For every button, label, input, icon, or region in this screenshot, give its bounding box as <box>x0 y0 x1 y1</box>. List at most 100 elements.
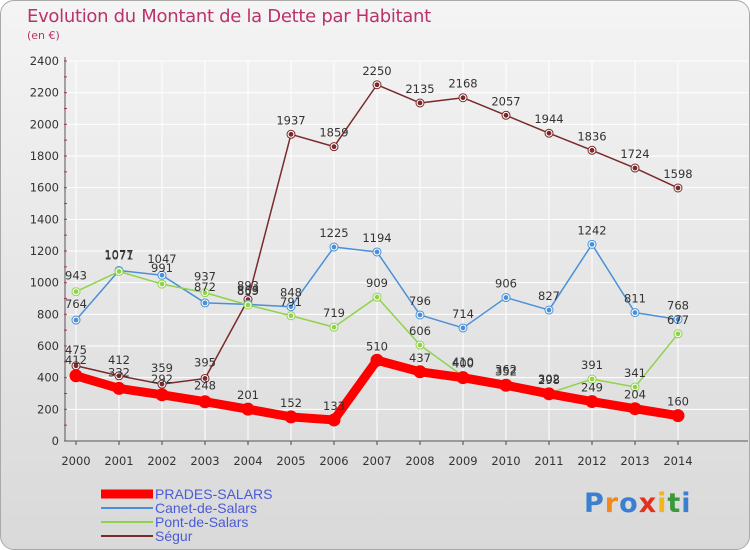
data-point-fill <box>546 307 552 313</box>
data-label: 893 <box>237 279 259 293</box>
x-tick-label: 2011 <box>534 454 563 468</box>
y-tick-label: 1200 <box>30 244 59 258</box>
data-label: 714 <box>452 307 474 321</box>
data-point-fill <box>331 324 337 330</box>
legend-item-segur: Ségur <box>101 529 401 543</box>
data-label: 677 <box>667 313 689 327</box>
data-label: 298 <box>538 373 560 387</box>
x-tick-label: 2006 <box>319 454 348 468</box>
data-point-fill <box>589 147 595 153</box>
data-point-fill <box>331 244 337 250</box>
data-label: 827 <box>538 289 560 303</box>
data-point <box>198 395 212 409</box>
data-label: 2250 <box>362 64 391 78</box>
data-label: 201 <box>237 388 259 402</box>
data-point-fill <box>417 312 423 318</box>
legend-item-prades-salars: PRADES-SALARS <box>101 487 401 501</box>
data-label: 152 <box>280 396 302 410</box>
data-point-fill <box>245 302 251 308</box>
logo-letter: o <box>619 488 639 519</box>
data-point-fill <box>288 313 294 319</box>
y-tick-label: 1800 <box>30 149 59 163</box>
data-label: 811 <box>624 292 646 306</box>
data-point-fill <box>589 376 595 382</box>
data-point-fill <box>374 249 380 255</box>
y-tick-label: 800 <box>37 307 59 321</box>
data-label: 1071 <box>104 248 133 262</box>
data-label: 1047 <box>147 252 176 266</box>
y-tick-label: 600 <box>37 339 59 353</box>
data-point <box>370 353 384 367</box>
data-point-fill <box>503 112 509 118</box>
data-point <box>155 388 169 402</box>
data-point-fill <box>116 373 122 379</box>
data-label: 606 <box>409 324 431 338</box>
data-label: 859 <box>237 284 259 298</box>
data-label: 1836 <box>577 129 606 143</box>
data-point-fill <box>202 300 208 306</box>
data-point-fill <box>116 269 122 274</box>
data-label: 412 <box>108 353 130 367</box>
data-label: 475 <box>65 343 87 357</box>
data-point-fill <box>460 95 466 101</box>
data-label: 906 <box>495 277 517 291</box>
data-point-fill <box>374 294 380 300</box>
data-point <box>671 409 685 423</box>
data-point-fill <box>546 130 552 136</box>
data-point-fill <box>202 290 208 296</box>
x-tick-label: 2007 <box>362 454 391 468</box>
legend-swatch-canet-de-salars <box>101 507 153 509</box>
data-label: 248 <box>194 379 216 393</box>
data-label: 362 <box>495 363 517 377</box>
data-label: 302 <box>538 372 560 386</box>
data-point-fill <box>417 100 423 106</box>
data-point <box>456 371 470 385</box>
logo-letter: x <box>638 488 658 519</box>
data-label: 352 <box>495 364 517 378</box>
data-label: 292 <box>151 372 173 386</box>
data-label: 1077 <box>104 247 133 261</box>
data-label: 391 <box>581 358 603 372</box>
proxiti-logo: Proxiti <box>584 488 692 519</box>
data-label: 1225 <box>319 226 348 240</box>
legend-label: Ségur <box>155 528 193 544</box>
data-point <box>69 369 83 383</box>
data-label: 410 <box>452 355 474 369</box>
x-tick-label: 2003 <box>190 454 219 468</box>
data-label: 1242 <box>577 223 606 237</box>
data-label: 341 <box>624 366 646 380</box>
logo-letter: t <box>667 488 682 519</box>
data-label: 249 <box>581 381 603 395</box>
data-point-fill <box>159 272 165 278</box>
data-point-fill <box>675 331 681 337</box>
data-point-fill <box>159 281 165 287</box>
data-label: 1937 <box>276 113 305 127</box>
legend-swatch-prades-salars <box>101 489 153 499</box>
y-tick-label: 1400 <box>30 212 59 226</box>
data-point-fill <box>675 317 681 322</box>
data-point-fill <box>675 185 681 191</box>
logo-letter: P <box>584 488 605 519</box>
data-label: 791 <box>280 295 302 309</box>
x-tick-label: 2000 <box>61 454 90 468</box>
legend-swatch-segur <box>101 535 153 537</box>
data-point <box>499 378 513 392</box>
x-tick-label: 2004 <box>233 454 262 468</box>
y-tick-label: 2000 <box>30 117 59 131</box>
data-point-fill <box>288 131 294 137</box>
data-label: 395 <box>194 355 216 369</box>
data-label: 332 <box>108 365 130 379</box>
logo-letter: r <box>604 488 620 519</box>
data-label: 204 <box>624 388 646 402</box>
chart-subtitle: (en €) <box>27 29 60 42</box>
y-tick-label: 200 <box>37 402 59 416</box>
data-point-fill <box>632 384 638 390</box>
legend-label: Canet-de-Salars <box>155 500 257 516</box>
data-point-fill <box>73 317 79 323</box>
data-point <box>542 387 556 401</box>
data-point-fill <box>503 295 509 300</box>
data-label: 412 <box>65 353 87 367</box>
data-label: 991 <box>151 261 173 275</box>
